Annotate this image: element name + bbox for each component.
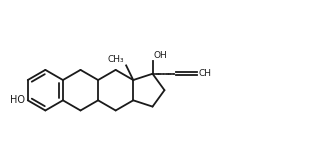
Text: CH₃: CH₃ xyxy=(108,55,125,64)
Text: HO: HO xyxy=(10,95,25,105)
Text: OH: OH xyxy=(154,51,167,60)
Text: CH: CH xyxy=(198,69,211,78)
